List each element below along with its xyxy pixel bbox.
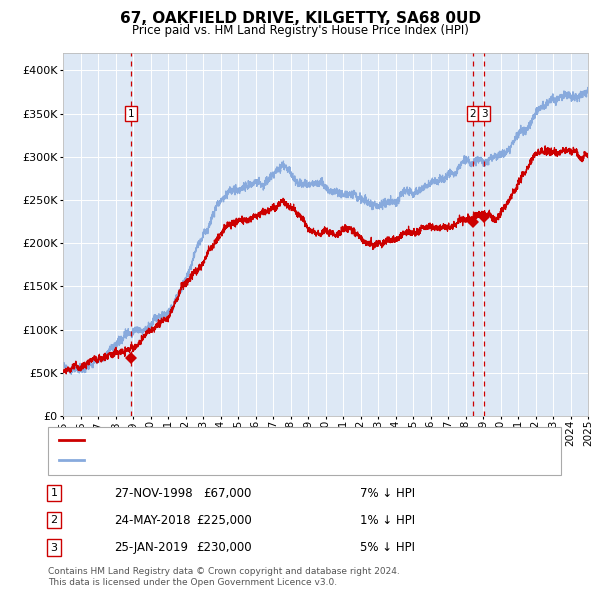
Text: 67, OAKFIELD DRIVE, KILGETTY, SA68 0UD (detached house): 67, OAKFIELD DRIVE, KILGETTY, SA68 0UD (… <box>89 435 427 445</box>
Text: 3: 3 <box>50 543 58 552</box>
Text: 1: 1 <box>50 489 58 498</box>
Text: £230,000: £230,000 <box>196 541 252 554</box>
Text: 2: 2 <box>469 109 476 119</box>
Text: Price paid vs. HM Land Registry's House Price Index (HPI): Price paid vs. HM Land Registry's House … <box>131 24 469 37</box>
Text: £225,000: £225,000 <box>196 514 252 527</box>
Text: 5% ↓ HPI: 5% ↓ HPI <box>360 541 415 554</box>
Text: 7% ↓ HPI: 7% ↓ HPI <box>360 487 415 500</box>
Text: 3: 3 <box>481 109 488 119</box>
Text: This data is licensed under the Open Government Licence v3.0.: This data is licensed under the Open Gov… <box>48 578 337 588</box>
Text: 27-NOV-1998: 27-NOV-1998 <box>114 487 193 500</box>
Text: 2: 2 <box>50 516 58 525</box>
Text: 24-MAY-2018: 24-MAY-2018 <box>114 514 191 527</box>
Text: 25-JAN-2019: 25-JAN-2019 <box>114 541 188 554</box>
Text: £67,000: £67,000 <box>203 487 252 500</box>
Text: 1% ↓ HPI: 1% ↓ HPI <box>360 514 415 527</box>
Text: 67, OAKFIELD DRIVE, KILGETTY, SA68 0UD: 67, OAKFIELD DRIVE, KILGETTY, SA68 0UD <box>119 11 481 25</box>
Text: HPI: Average price, detached house, Pembrokeshire: HPI: Average price, detached house, Pemb… <box>89 455 377 466</box>
Text: Contains HM Land Registry data © Crown copyright and database right 2024.: Contains HM Land Registry data © Crown c… <box>48 566 400 576</box>
Text: 1: 1 <box>128 109 134 119</box>
